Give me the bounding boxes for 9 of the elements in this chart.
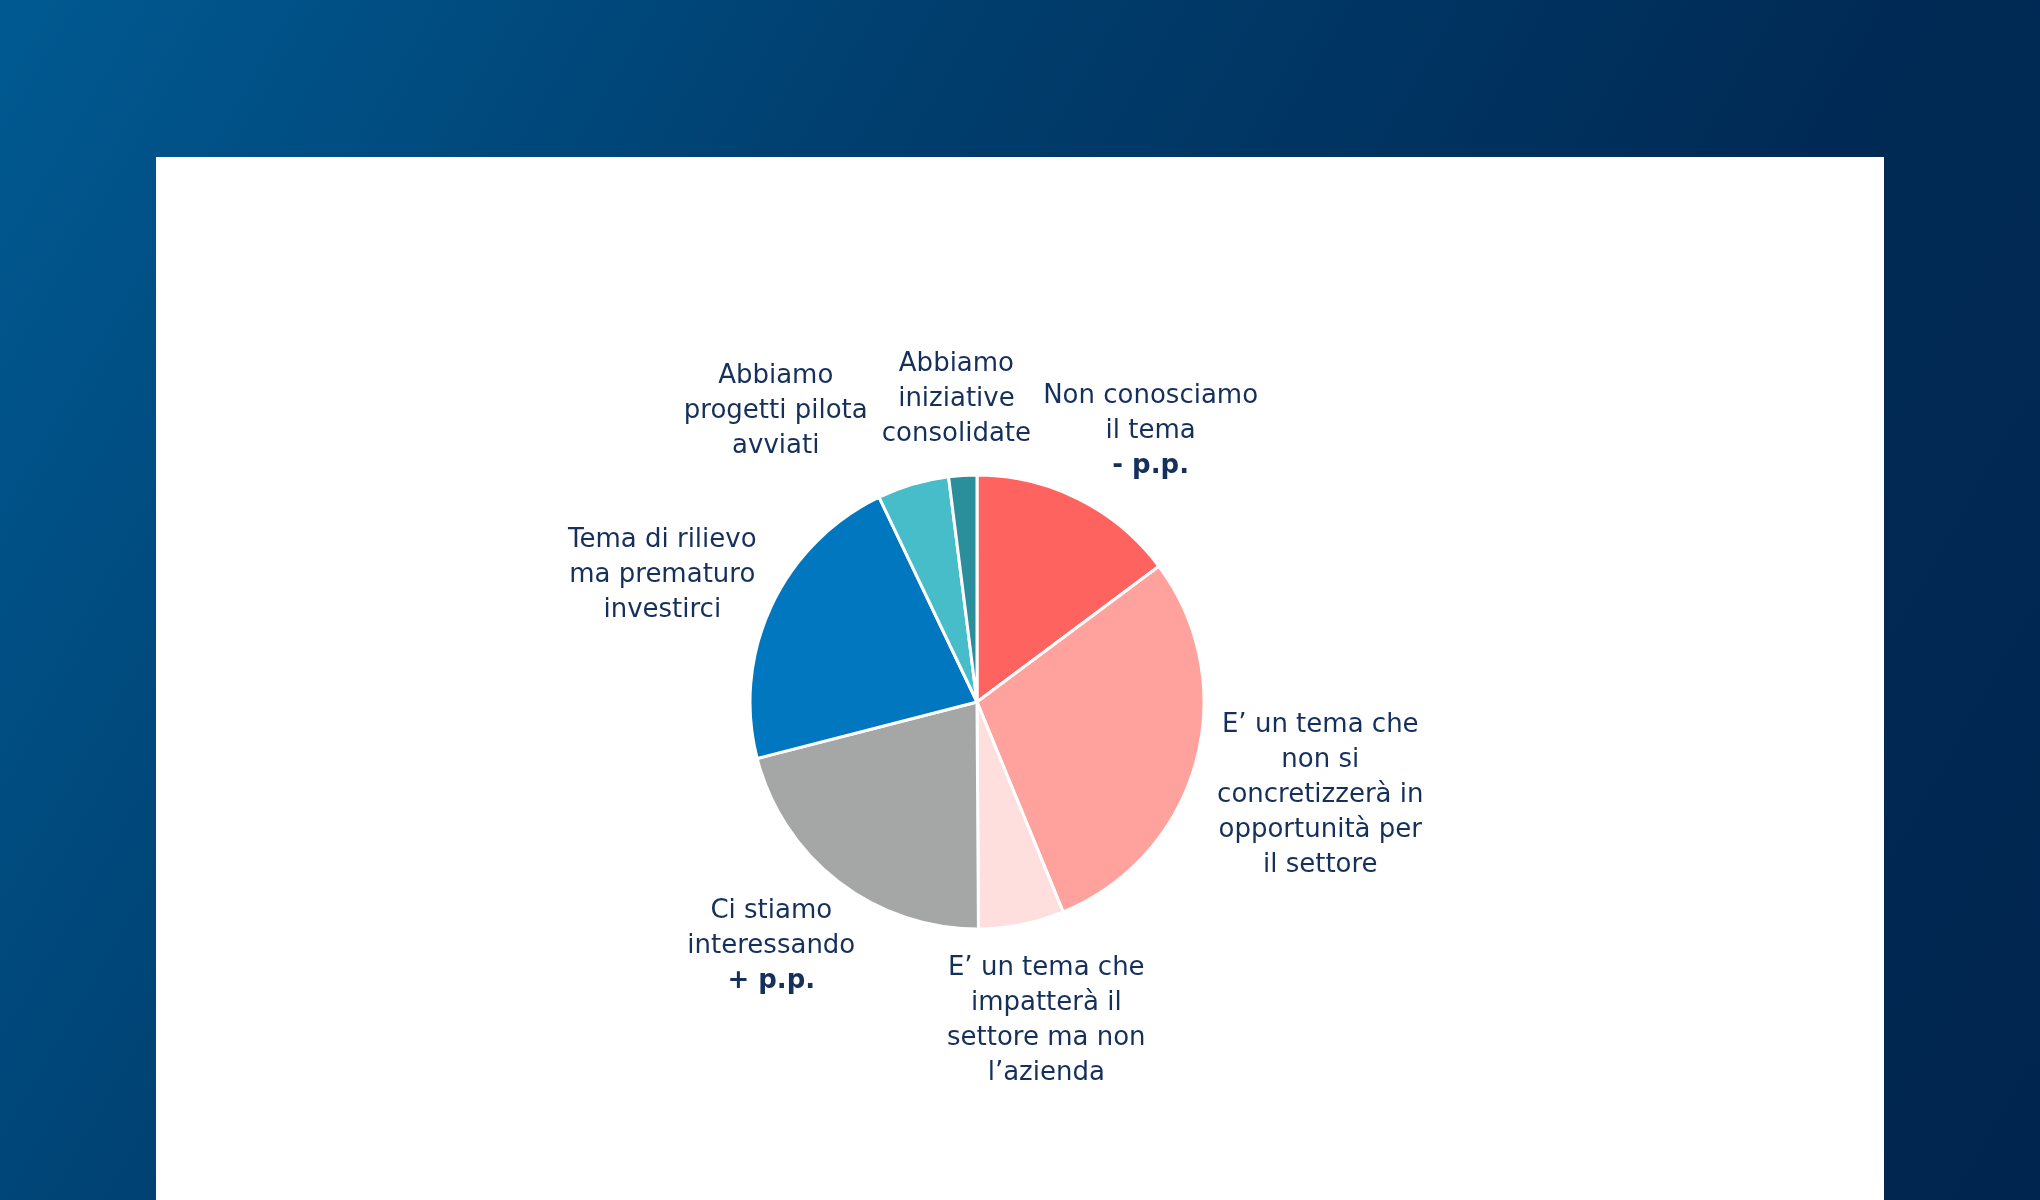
slice-label: E’ un tema che non si concretizzerà in opportunità per il settore [1217, 707, 1424, 878]
slice-label: Abbiamo iniziative consolidate [881, 347, 1032, 448]
slice-label: Ci stiamo interessando [687, 893, 856, 959]
slice-label: Non conosciamo il tema [1043, 378, 1259, 444]
slice-label: E’ un tema che impatterà il settore ma non l’azienda [946, 951, 1146, 1087]
slice-label: Tema di rilievo ma prematuro investirci [566, 522, 757, 623]
data-label: + p.p. [727, 963, 816, 994]
data-label: - p.p. [1112, 448, 1190, 479]
slice-label: Abbiamo progetti pilota avviati [683, 358, 868, 459]
